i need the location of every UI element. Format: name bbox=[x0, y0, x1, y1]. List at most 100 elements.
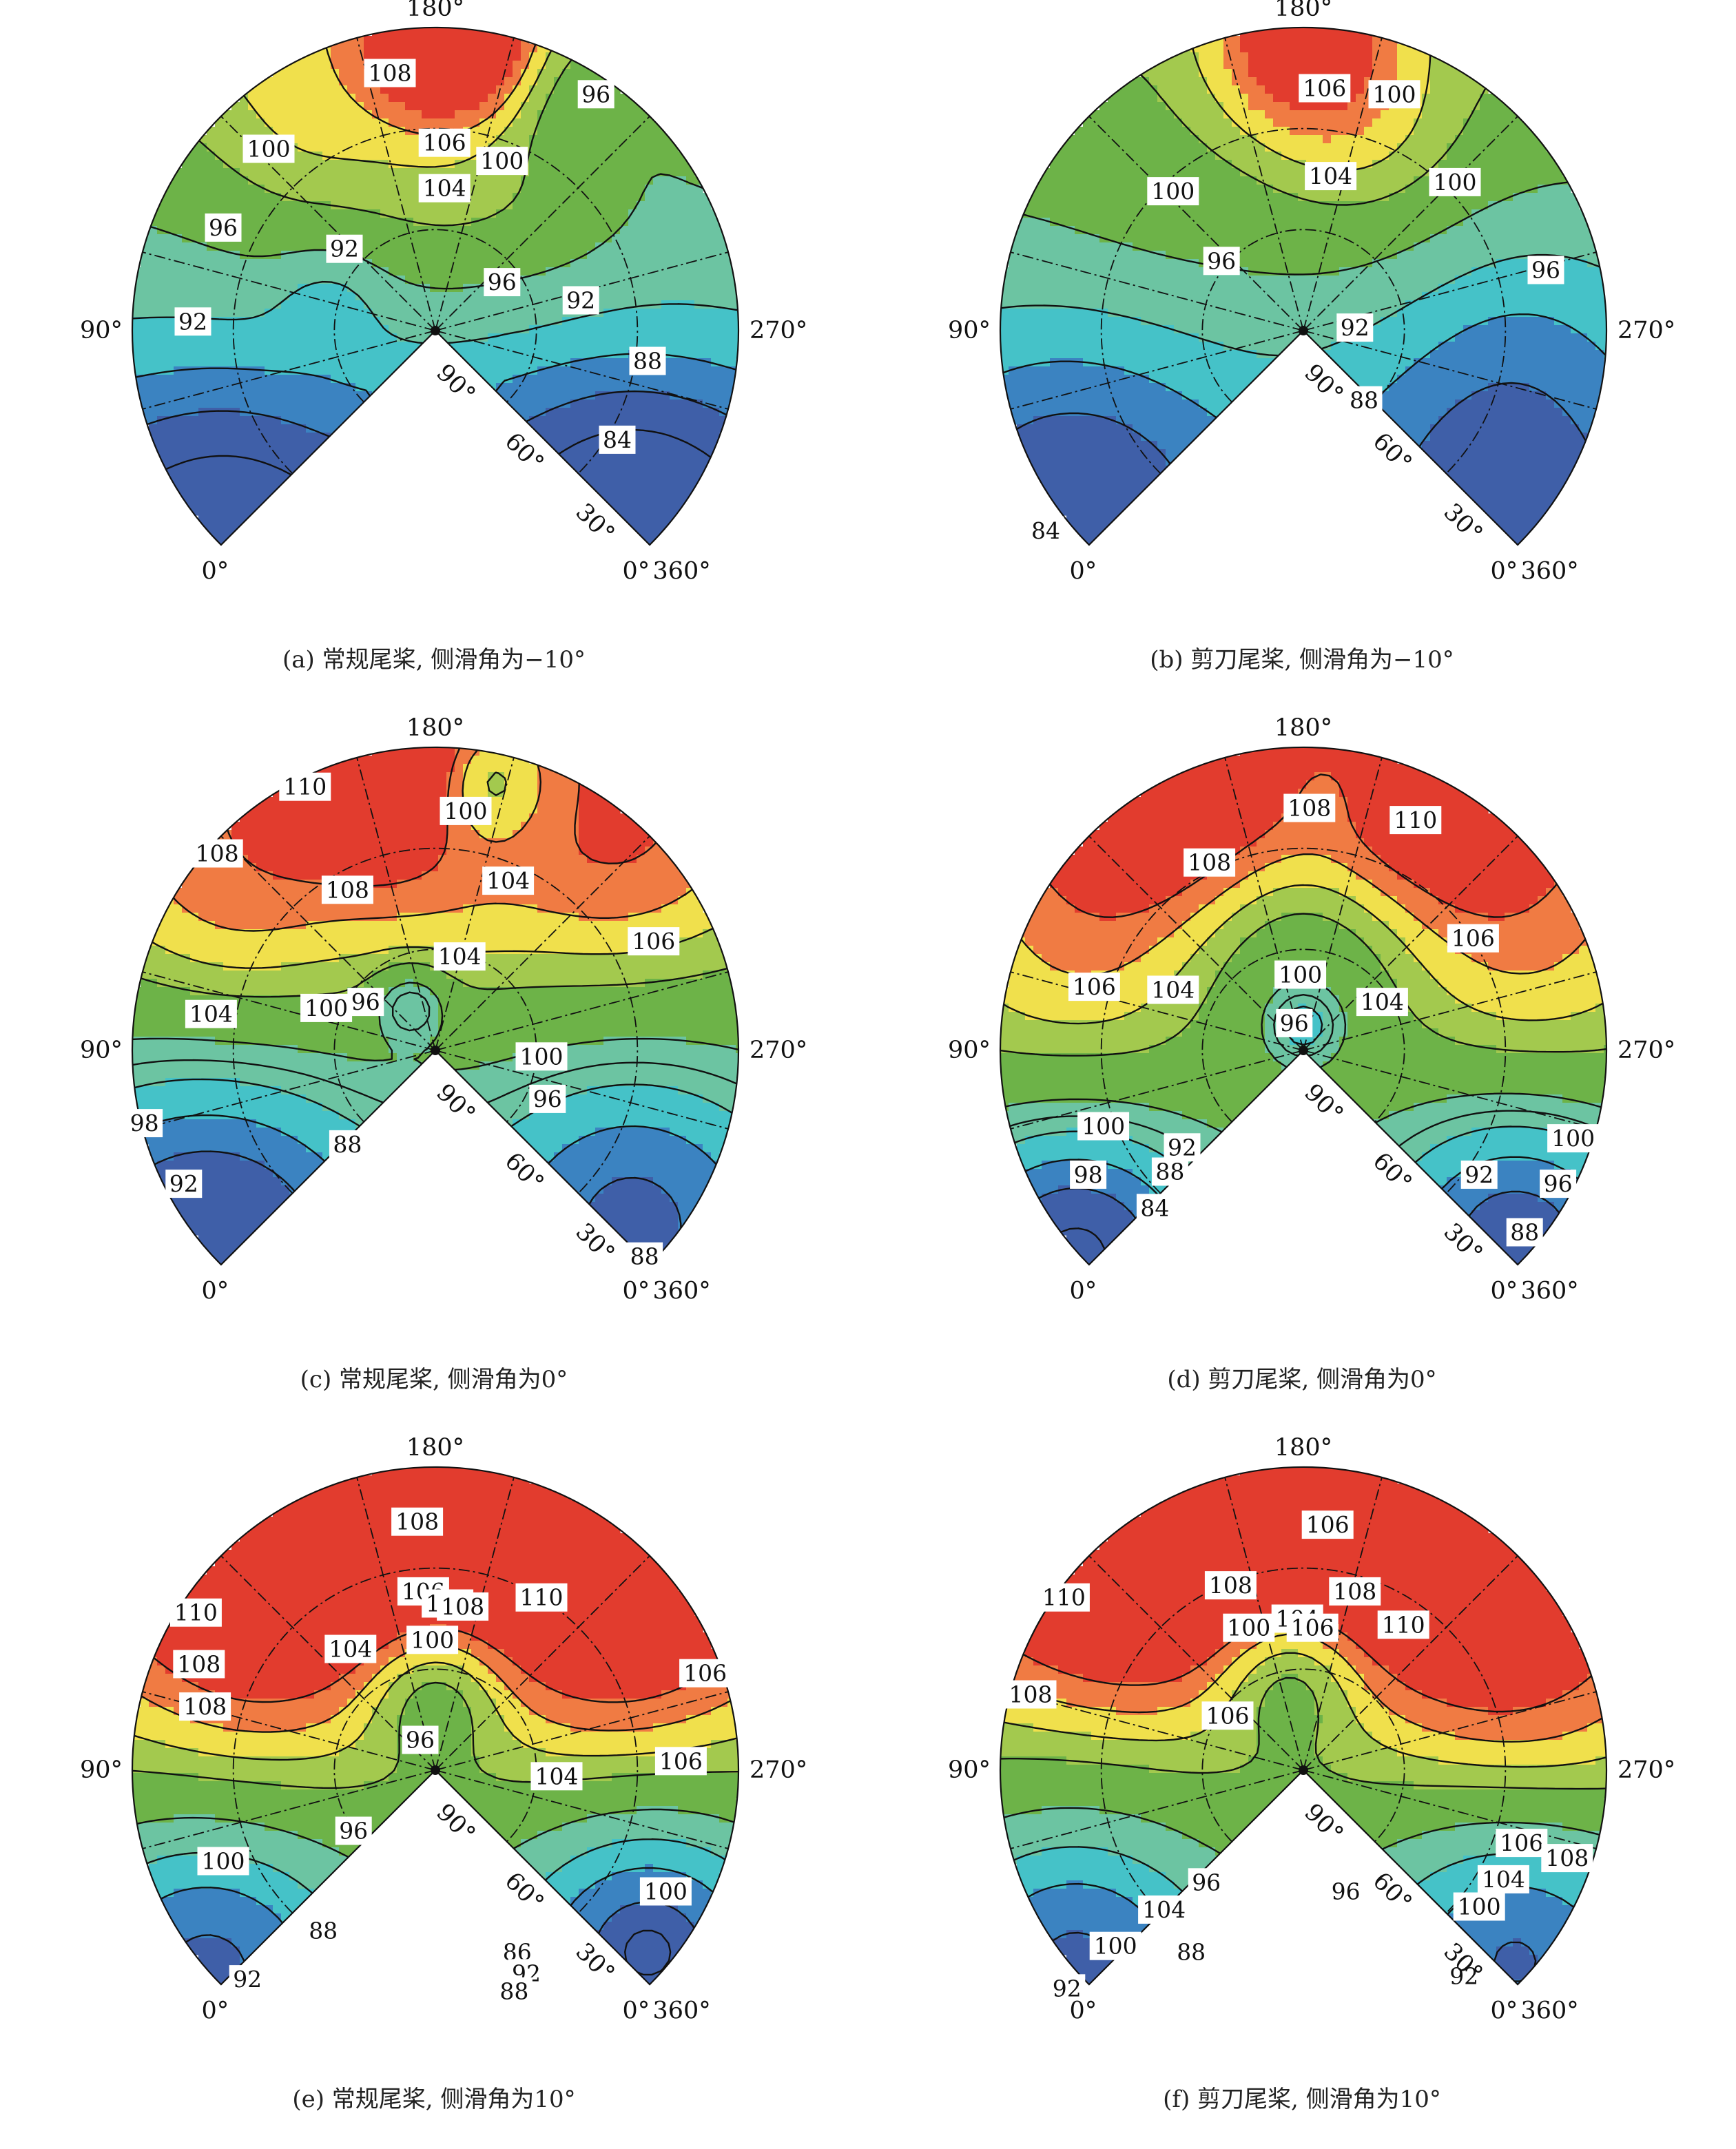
contour-label: 100 bbox=[1094, 1933, 1137, 1960]
contour-label: 84 bbox=[603, 426, 632, 453]
contour-label: 100 bbox=[444, 798, 488, 824]
contour-label: 96 bbox=[1332, 1878, 1361, 1905]
contour-label: 110 bbox=[520, 1584, 564, 1611]
center-point bbox=[431, 1046, 440, 1055]
contour-label: 110 bbox=[174, 1599, 218, 1626]
contour-label: 108 bbox=[1333, 1578, 1376, 1605]
contour-label: 96 bbox=[1207, 247, 1236, 274]
contour-label: 88 bbox=[1510, 1219, 1539, 1246]
contour-label: 108 bbox=[326, 876, 369, 903]
contour-label: 100 bbox=[1434, 169, 1477, 196]
contour-label: 104 bbox=[1309, 163, 1352, 189]
contour-label: 96 bbox=[533, 1086, 562, 1112]
azimuth-label: 360° bbox=[1521, 558, 1579, 585]
contour-label: 92 bbox=[178, 308, 207, 335]
contour-label: 106 bbox=[1073, 973, 1116, 1000]
azimuth-label: 360° bbox=[1521, 1997, 1579, 2025]
contour-label: 88 bbox=[633, 348, 662, 375]
contour-label: 104 bbox=[189, 1001, 233, 1028]
contour-label: 100 bbox=[1373, 81, 1416, 107]
contour-label: 110 bbox=[1382, 1611, 1425, 1638]
chart-panel-f: 1061081081101001041061101081061061081049… bbox=[868, 1440, 1736, 2149]
contour-label: 88 bbox=[499, 1978, 528, 2005]
azimuth-label: 360° bbox=[1521, 1278, 1579, 1305]
contour-label: 104 bbox=[1142, 1896, 1186, 1923]
contour-label: 100 bbox=[520, 1043, 564, 1070]
azimuth-label: 0° bbox=[623, 1997, 650, 2025]
azimuth-label: 90° bbox=[948, 317, 991, 344]
contour-label: 92 bbox=[330, 236, 359, 262]
contour-label: 106 bbox=[683, 1660, 727, 1687]
contour-label: 98 bbox=[1074, 1161, 1103, 1188]
azimuth-label: 270° bbox=[750, 317, 807, 344]
contour-label: 100 bbox=[1151, 178, 1195, 205]
contour-label: 100 bbox=[480, 147, 524, 174]
contour-label: 92 bbox=[1465, 1161, 1494, 1188]
contour-label: 96 bbox=[209, 214, 238, 241]
chart-panel-e: 1081061061081101101041001081061081069610… bbox=[0, 1440, 868, 2149]
azimuth-label: 90° bbox=[80, 1756, 123, 1784]
contour-label: 104 bbox=[423, 175, 466, 202]
contour-label: 96 bbox=[339, 1818, 368, 1845]
contour-label: 108 bbox=[1009, 1681, 1053, 1708]
contour-label: 106 bbox=[632, 928, 675, 955]
contour-label: 100 bbox=[644, 1878, 688, 1905]
panel-caption: (f) 剪刀尾桨, 侧滑角为10° bbox=[868, 2080, 1736, 2114]
azimuth-label: 0° bbox=[201, 1997, 229, 2025]
contour-label: 100 bbox=[304, 995, 348, 1021]
contour-label: 96 bbox=[351, 988, 380, 1015]
contour-label: 108 bbox=[177, 1651, 220, 1678]
panel-caption: (e) 常规尾桨, 侧滑角为10° bbox=[0, 2080, 868, 2114]
contour-label: 108 bbox=[183, 1693, 227, 1720]
contour-label: 100 bbox=[411, 1626, 454, 1653]
azimuth-label: 0° bbox=[1069, 558, 1097, 585]
contour-label: 96 bbox=[1531, 257, 1560, 284]
contour-label: 108 bbox=[1545, 1845, 1589, 1871]
center-point bbox=[431, 326, 440, 335]
contour-label: 106 bbox=[1291, 1615, 1334, 1641]
center-point bbox=[1299, 1765, 1308, 1775]
azimuth-label: 90° bbox=[948, 1037, 991, 1064]
azimuth-label: 0° bbox=[1069, 1997, 1097, 2025]
contour-label: 104 bbox=[329, 1636, 372, 1663]
contour-label: 96 bbox=[488, 269, 517, 295]
contour-label: 106 bbox=[1451, 925, 1495, 952]
contour-label: 100 bbox=[1279, 962, 1322, 988]
azimuth-label: 90° bbox=[80, 1037, 123, 1064]
contour-label: 104 bbox=[1151, 977, 1195, 1004]
contour-label: 88 bbox=[1350, 387, 1378, 414]
contour-label: 92 bbox=[169, 1170, 198, 1197]
azimuth-label: 180° bbox=[1274, 1434, 1332, 1462]
azimuth-label: 360° bbox=[653, 1997, 711, 2025]
contour-label: 106 bbox=[423, 129, 466, 156]
contour-label: 108 bbox=[441, 1593, 484, 1620]
contour-label: 92 bbox=[1341, 314, 1370, 341]
contour-label: 96 bbox=[1280, 1010, 1309, 1037]
contour-label: 108 bbox=[1188, 849, 1231, 876]
azimuth-label: 0° bbox=[201, 1278, 229, 1305]
contour-label: 84 bbox=[1140, 1194, 1169, 1221]
contour-label: 106 bbox=[659, 1747, 703, 1774]
center-point bbox=[431, 1765, 440, 1775]
azimuth-label: 0° bbox=[1491, 558, 1518, 585]
contour-label: 100 bbox=[1082, 1113, 1125, 1140]
polar-contour-plot-e: 1081061061081101101041001081061081069610… bbox=[0, 1440, 868, 2149]
polar-contour-plot-f: 1061081081101001041061101081061061081049… bbox=[868, 1440, 1736, 2149]
azimuth-label: 270° bbox=[750, 1756, 807, 1784]
azimuth-label: 180° bbox=[406, 0, 464, 22]
contour-label: 108 bbox=[369, 60, 412, 87]
contour-label: 108 bbox=[196, 840, 239, 867]
contour-label: 88 bbox=[333, 1131, 362, 1158]
contour-label: 96 bbox=[406, 1727, 435, 1754]
contour-label: 88 bbox=[630, 1243, 659, 1270]
azimuth-label: 270° bbox=[1618, 1756, 1675, 1784]
contour-label: 104 bbox=[1361, 988, 1404, 1015]
contour-label: 96 bbox=[1544, 1170, 1573, 1197]
contour-label: 100 bbox=[202, 1848, 245, 1875]
azimuth-label: 180° bbox=[1274, 0, 1332, 22]
azimuth-label: 0° bbox=[623, 558, 650, 585]
contour-label: 108 bbox=[1209, 1572, 1252, 1599]
